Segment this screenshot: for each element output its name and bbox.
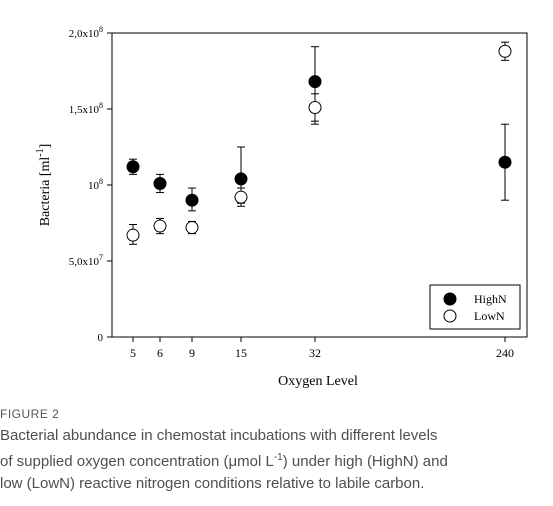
- x-tick-label-240: 240: [496, 346, 514, 360]
- x-tick-label-32: 32: [309, 346, 321, 360]
- caption-line-2-start: of supplied oxygen concentration (μmol L: [0, 453, 274, 470]
- x-tick-label-5: 5: [130, 346, 136, 360]
- legend-box: [429, 284, 521, 330]
- legend-label-lown: LowN: [474, 309, 505, 323]
- highn-point-9: [185, 193, 199, 207]
- y-tick-label-text-3: 1,5x10: [69, 104, 100, 116]
- y-tick-label-text-0: 0: [98, 332, 104, 344]
- legend-marker-lown: [443, 309, 457, 323]
- highn-point-6: [153, 176, 167, 190]
- y-tick-label-4: 2,0x108: [69, 25, 103, 40]
- y-axis-label-main: Bacteria [ml: [38, 157, 53, 227]
- y-tick-label-2: 108: [88, 177, 103, 192]
- y-tick-label-exponent-1: 7: [99, 253, 103, 262]
- legend-marker-highn: [443, 292, 457, 306]
- x-tick-label-6: 6: [157, 346, 163, 360]
- highn-point-15: [234, 172, 248, 186]
- x-axis-ticks: 5 6 9 15 32 240: [130, 337, 514, 360]
- figure-caption: Bacterial abundance in chemostat incubat…: [0, 425, 545, 495]
- figure-label: FIGURE 2: [0, 407, 60, 421]
- caption-line-3: low (LowN) reactive nitrogen conditions …: [0, 475, 425, 492]
- y-tick-label-exponent-4: 8: [99, 25, 103, 34]
- y-tick-label-1: 5,0x107: [69, 253, 103, 268]
- lown-point-9: [185, 221, 199, 235]
- y-tick-label-exponent-3: 8: [99, 101, 103, 110]
- x-axis-label: Oxygen Level: [278, 374, 358, 389]
- caption-unit-superscript: -1: [273, 452, 283, 463]
- lown-point-5: [126, 228, 140, 242]
- x-tick-label-9: 9: [189, 346, 195, 360]
- highn-point-32: [308, 75, 322, 89]
- y-tick-label-3: 1,5x108: [69, 101, 103, 116]
- y-tick-label-text-2: 10: [88, 180, 100, 192]
- data-marks: [126, 41, 512, 245]
- y-tick-label-text-1: 5,0x10: [69, 256, 100, 268]
- y-tick-label-0: 0: [98, 332, 104, 344]
- caption-line-2: of supplied oxygen concentration (μmol L…: [0, 447, 545, 473]
- caption-line-1: Bacterial abundance in chemostat incubat…: [0, 427, 438, 444]
- x-tick-label-15: 15: [235, 346, 247, 360]
- lown-point-6: [153, 219, 167, 233]
- legend: HighN LowN: [429, 284, 521, 330]
- lown-point-240: [498, 44, 512, 58]
- lown-point-32: [308, 100, 322, 114]
- caption-line-2-end: ) under high (HighN) and: [282, 453, 448, 470]
- legend-label-highn: HighN: [474, 292, 507, 306]
- y-axis-label-superscript: -1: [35, 148, 46, 156]
- lown-point-15: [234, 190, 248, 204]
- y-tick-label-text-4: 2,0x10: [69, 28, 100, 40]
- y-axis-label: Bacteria [ml-1]: [35, 144, 53, 227]
- y-axis-label-suffix: ]: [38, 144, 53, 149]
- y-tick-label-exponent-2: 8: [99, 177, 103, 186]
- highn-point-240: [498, 155, 512, 169]
- highn-point-5: [126, 160, 140, 174]
